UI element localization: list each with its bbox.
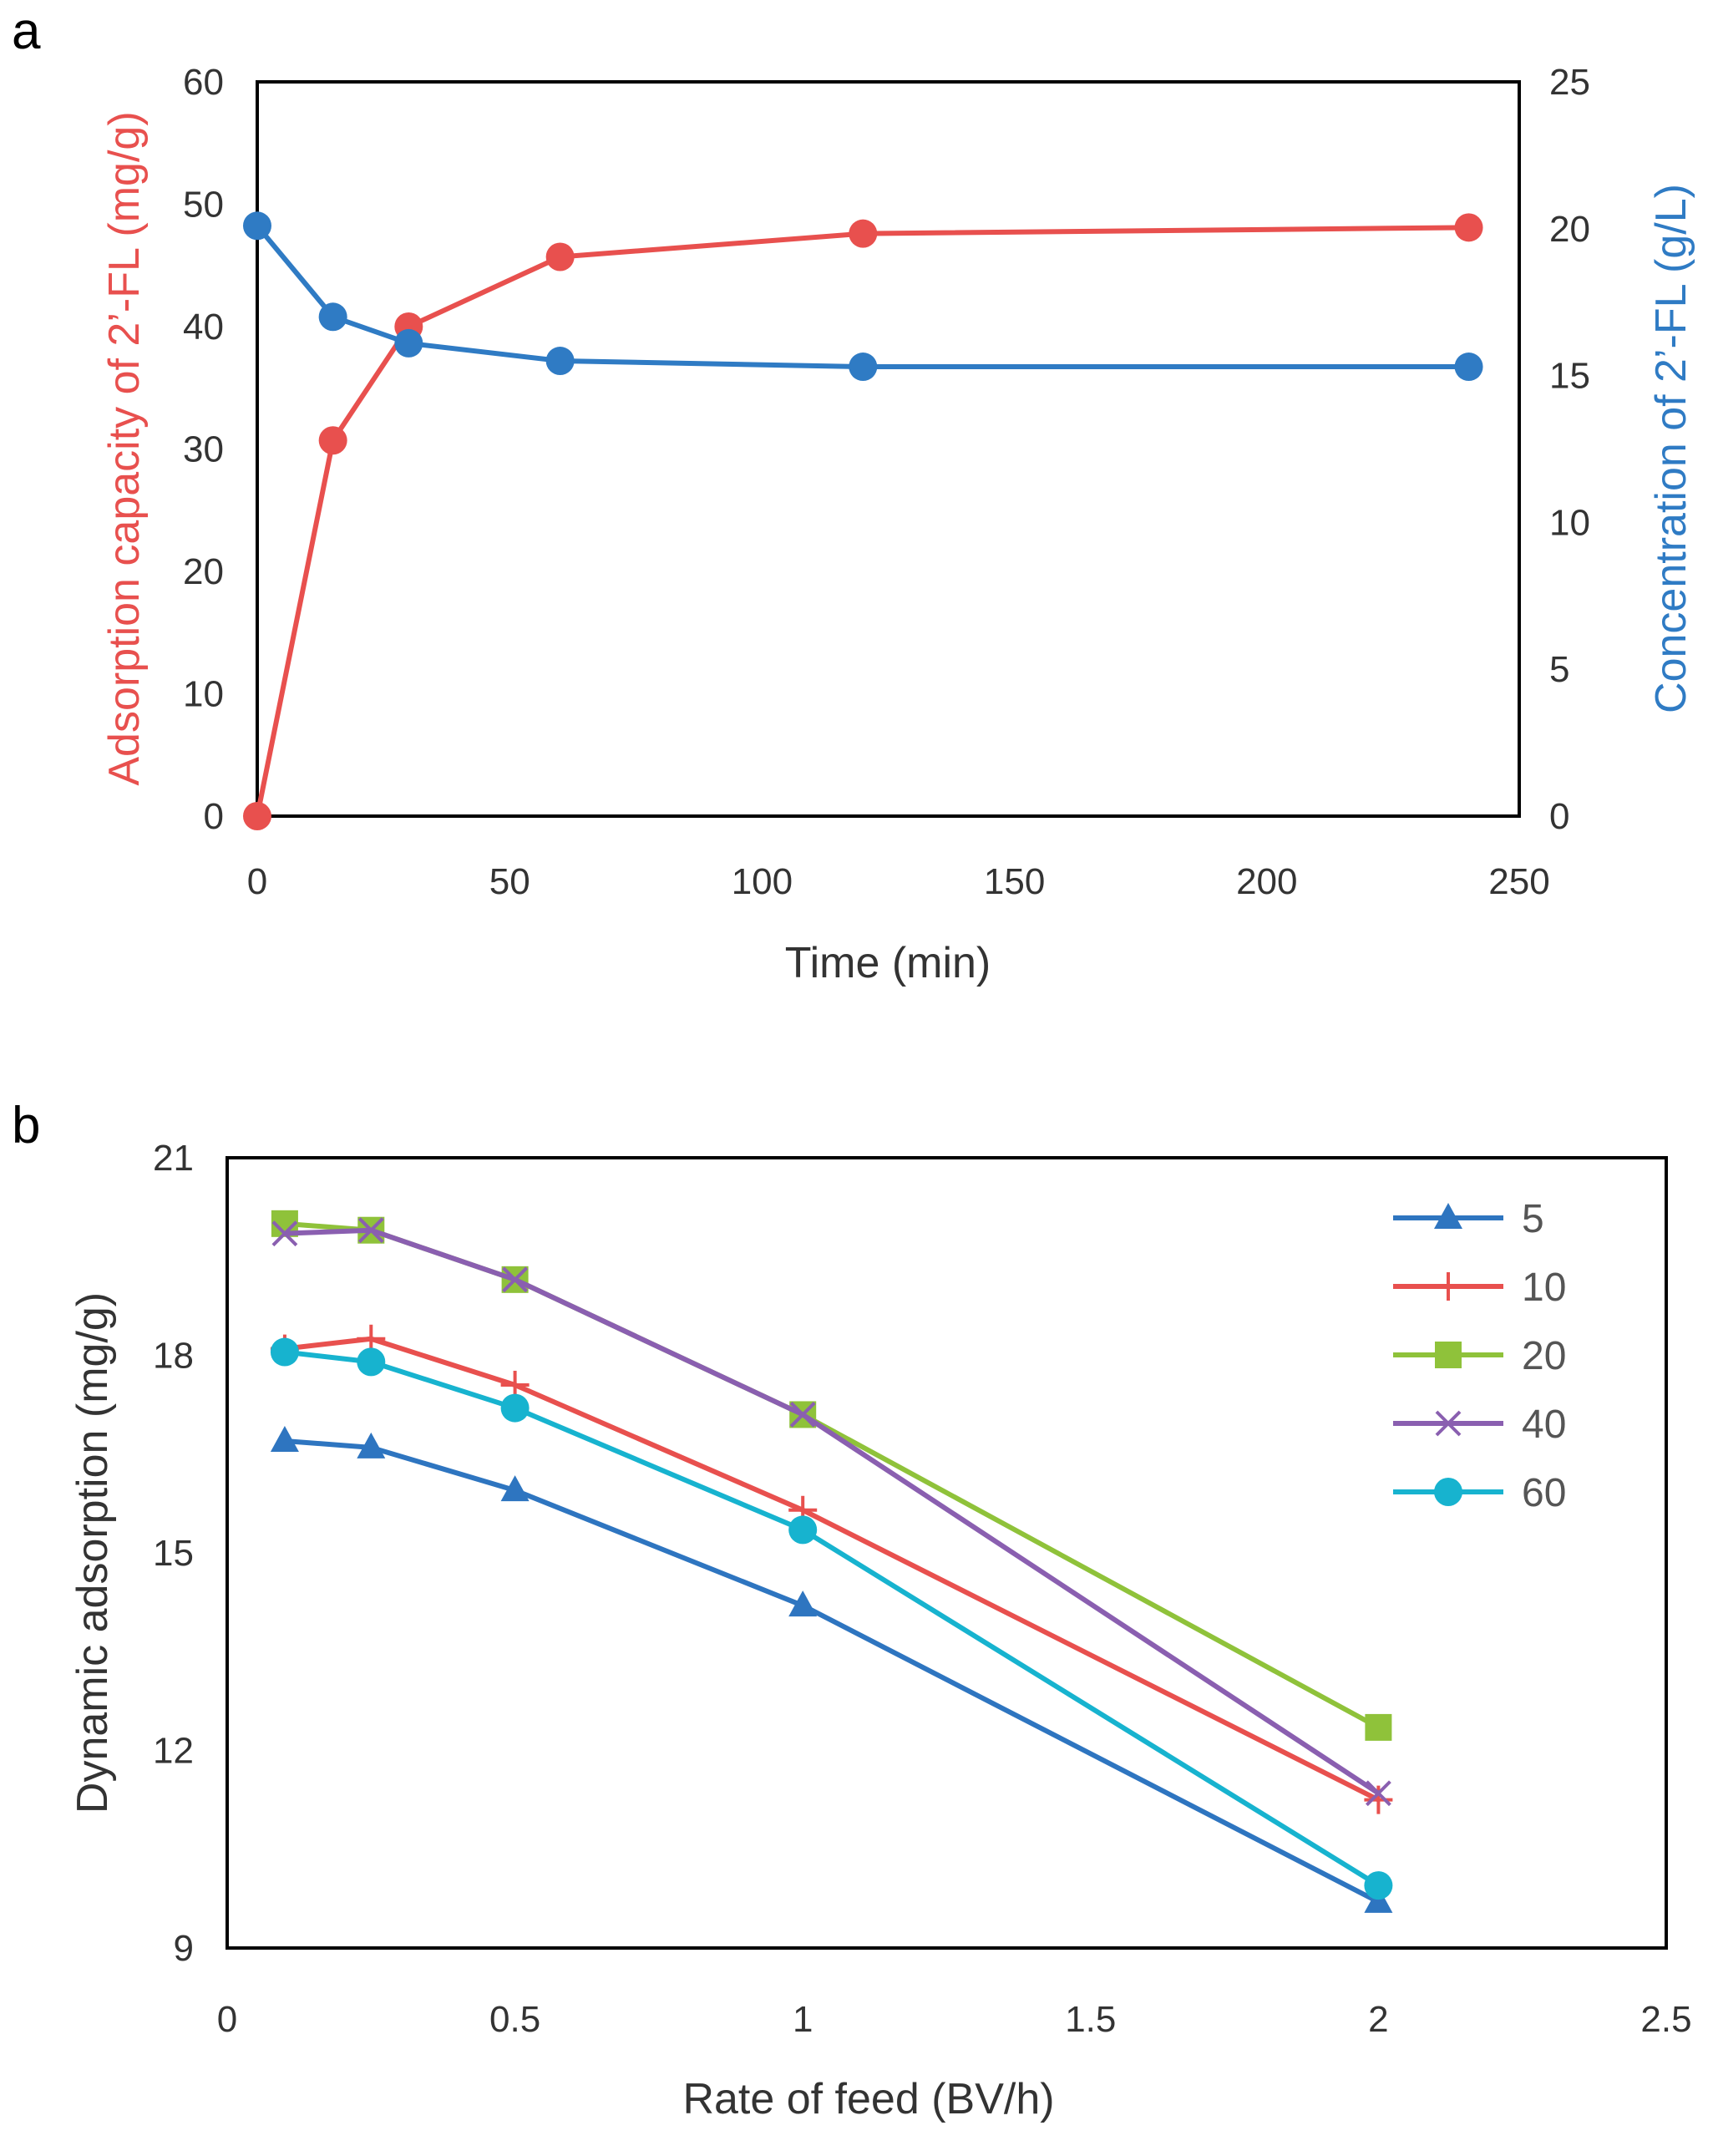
panel-b-y-tick-label: 21 — [153, 1138, 194, 1179]
legend-label: 60 — [1522, 1471, 1566, 1515]
panel-b-data-point-40 — [271, 1220, 298, 1247]
panel-b-series-line-40 — [284, 1227, 1381, 1796]
panel-a-x-tick-label: 100 — [732, 861, 793, 902]
panel-a-x-tick-label: 50 — [489, 861, 530, 902]
panel-a-data-point-2 — [394, 328, 423, 358]
panel-b-x-tick-label: 2 — [1368, 1999, 1388, 2040]
panel-a-data-point-2 — [1454, 353, 1483, 382]
legend-item-5: 5 — [1393, 1197, 1544, 1241]
panel-b-series-line-10 — [284, 1336, 1380, 1803]
panel-b-data-point-5 — [270, 1425, 299, 1452]
panel-b-data-point-60 — [1364, 1871, 1393, 1900]
legend-label: 20 — [1522, 1334, 1566, 1378]
legend-item-60: 60 — [1393, 1471, 1566, 1515]
panel-a-y-tick-label: 30 — [183, 429, 224, 470]
panel-b-data-point-40 — [502, 1266, 529, 1293]
panel-a-data-point-2 — [849, 353, 878, 382]
panel-a: a 0 50 100 150 200 250 0 10 20 30 40 50 60 0 5 10 15 20… — [12, 3, 1695, 987]
panel-b-data-point-60 — [270, 1337, 299, 1367]
panel-a-data-point-1 — [318, 426, 347, 455]
legend-marker — [1434, 1478, 1462, 1506]
panel-b-legend: 5 10 20 40 60 — [1393, 1197, 1566, 1515]
panel-b-plot-frame — [226, 1156, 1668, 1950]
legend-label: 40 — [1522, 1403, 1566, 1447]
panel-a-y-ticks: 0 10 20 30 40 50 60 — [183, 62, 224, 837]
legend-label: 10 — [1522, 1266, 1566, 1310]
panel-a-data-point-1 — [545, 242, 575, 271]
panel-a-data-point-1 — [243, 802, 271, 830]
panel-a-data-point-2 — [545, 347, 575, 376]
panel-a-x-tick-label: 0 — [247, 861, 267, 902]
panel-b-series-line-20 — [284, 1220, 1380, 1730]
panel-a-y2-axis-title: Concentration of 2’-FL (g/L) — [1647, 184, 1695, 713]
panel-b-series-line-5 — [284, 1438, 1380, 1905]
panel-a-series — [243, 211, 1483, 830]
panel-b-data-point-5 — [357, 1432, 386, 1458]
panel-a-y2-tick-label: 10 — [1549, 502, 1590, 543]
panel-b-data-point-60 — [500, 1393, 530, 1423]
panel-a-data-point-2 — [243, 211, 271, 241]
panel-b-y-tick-label: 12 — [153, 1731, 194, 1772]
panel-a-y2-tick-label: 20 — [1549, 209, 1590, 250]
panel-a-y2-ticks: 0 5 10 15 20 25 — [1549, 62, 1590, 837]
panel-a-data-point-2 — [318, 302, 347, 332]
panel-b-y-tick-label: 9 — [174, 1928, 194, 1969]
panel-b-x-tick-label: 2.5 — [1640, 1999, 1691, 2040]
panel-b-data-point-10 — [1364, 1785, 1393, 1814]
panel-a-y-tick-label: 10 — [183, 674, 224, 715]
panel-a-y-tick-label: 0 — [204, 796, 224, 837]
panel-a-y-tick-label: 40 — [183, 307, 224, 347]
panel-a-y2-tick-label: 15 — [1549, 356, 1590, 397]
panel-a-x-tick-label: 250 — [1488, 861, 1549, 902]
panel-b-data-point-20 — [1365, 1713, 1392, 1741]
panel-a-y-tick-label: 20 — [183, 551, 224, 592]
panel-a-series-line-2 — [255, 224, 1469, 370]
legend-marker — [1435, 1410, 1462, 1437]
panel-b-y-ticks: 9 12 15 18 21 — [153, 1138, 194, 1969]
panel-a-y-axis-title: Adsorption capacity of 2’-FL (mg/g) — [100, 111, 149, 785]
panel-b-x-ticks: 0 0.5 1 1.5 2 2.5 — [217, 1999, 1692, 2040]
panel-b-series — [270, 1210, 1393, 1913]
legend-marker — [1434, 1203, 1462, 1229]
panel-b-y-axis-title: Dynamic adsorption (mg/g) — [68, 1292, 117, 1814]
panel-b-data-point-5 — [1364, 1886, 1393, 1913]
panel-a-plot-frame — [256, 80, 1521, 818]
panel-a-y-tick-label: 60 — [183, 62, 224, 103]
legend-item-40: 40 — [1393, 1403, 1566, 1447]
panel-a-label: a — [12, 3, 41, 60]
panel-a-x-axis-title: Time (min) — [785, 939, 991, 987]
legend-marker — [1434, 1272, 1462, 1301]
panel-a-x-tick-label: 150 — [984, 861, 1045, 902]
panel-b-y-tick-label: 15 — [153, 1533, 194, 1574]
panel-a-y-tick-label: 50 — [183, 185, 224, 226]
panel-a-y2-tick-label: 5 — [1549, 649, 1569, 690]
panel-b-y-tick-label: 18 — [153, 1336, 194, 1377]
panel-a-series-line-1 — [255, 225, 1469, 817]
panel-b-data-point-40 — [789, 1402, 816, 1428]
panel-a-y2-tick-label: 25 — [1549, 62, 1590, 103]
panel-b-x-axis-title: Rate of feed (BV/h) — [682, 2075, 1054, 2123]
panel-b-x-tick-label: 1 — [793, 1999, 813, 2040]
panel-b-data-point-40 — [1365, 1780, 1391, 1807]
panel-a-data-point-1 — [1454, 213, 1483, 242]
panel-b-x-tick-label: 0 — [217, 1999, 237, 2040]
legend-item-10: 10 — [1393, 1266, 1566, 1310]
panel-b-data-point-40 — [357, 1217, 384, 1244]
panel-b-data-point-5 — [500, 1475, 530, 1502]
panel-a-data-point-1 — [849, 219, 878, 248]
panel-b-data-point-60 — [357, 1347, 386, 1377]
panel-b-data-point-5 — [788, 1590, 818, 1617]
legend-label: 5 — [1522, 1197, 1544, 1241]
panel-b: b 0 0.5 1 1.5 2 2.5 9 12 15 18 21 5 10 20 40 60 Rate … — [12, 1097, 1692, 2123]
panel-a-y2-tick-label: 0 — [1549, 796, 1569, 837]
panel-a-x-tick-label: 200 — [1236, 861, 1297, 902]
panel-b-data-point-60 — [788, 1515, 818, 1545]
panel-b-x-tick-label: 0.5 — [489, 1999, 540, 2040]
panel-b-x-tick-label: 1.5 — [1065, 1999, 1116, 2040]
panel-b-label: b — [12, 1097, 40, 1154]
panel-a-x-ticks: 0 50 100 150 200 250 — [247, 861, 1550, 902]
legend-item-20: 20 — [1393, 1334, 1566, 1378]
legend-marker — [1435, 1342, 1462, 1368]
